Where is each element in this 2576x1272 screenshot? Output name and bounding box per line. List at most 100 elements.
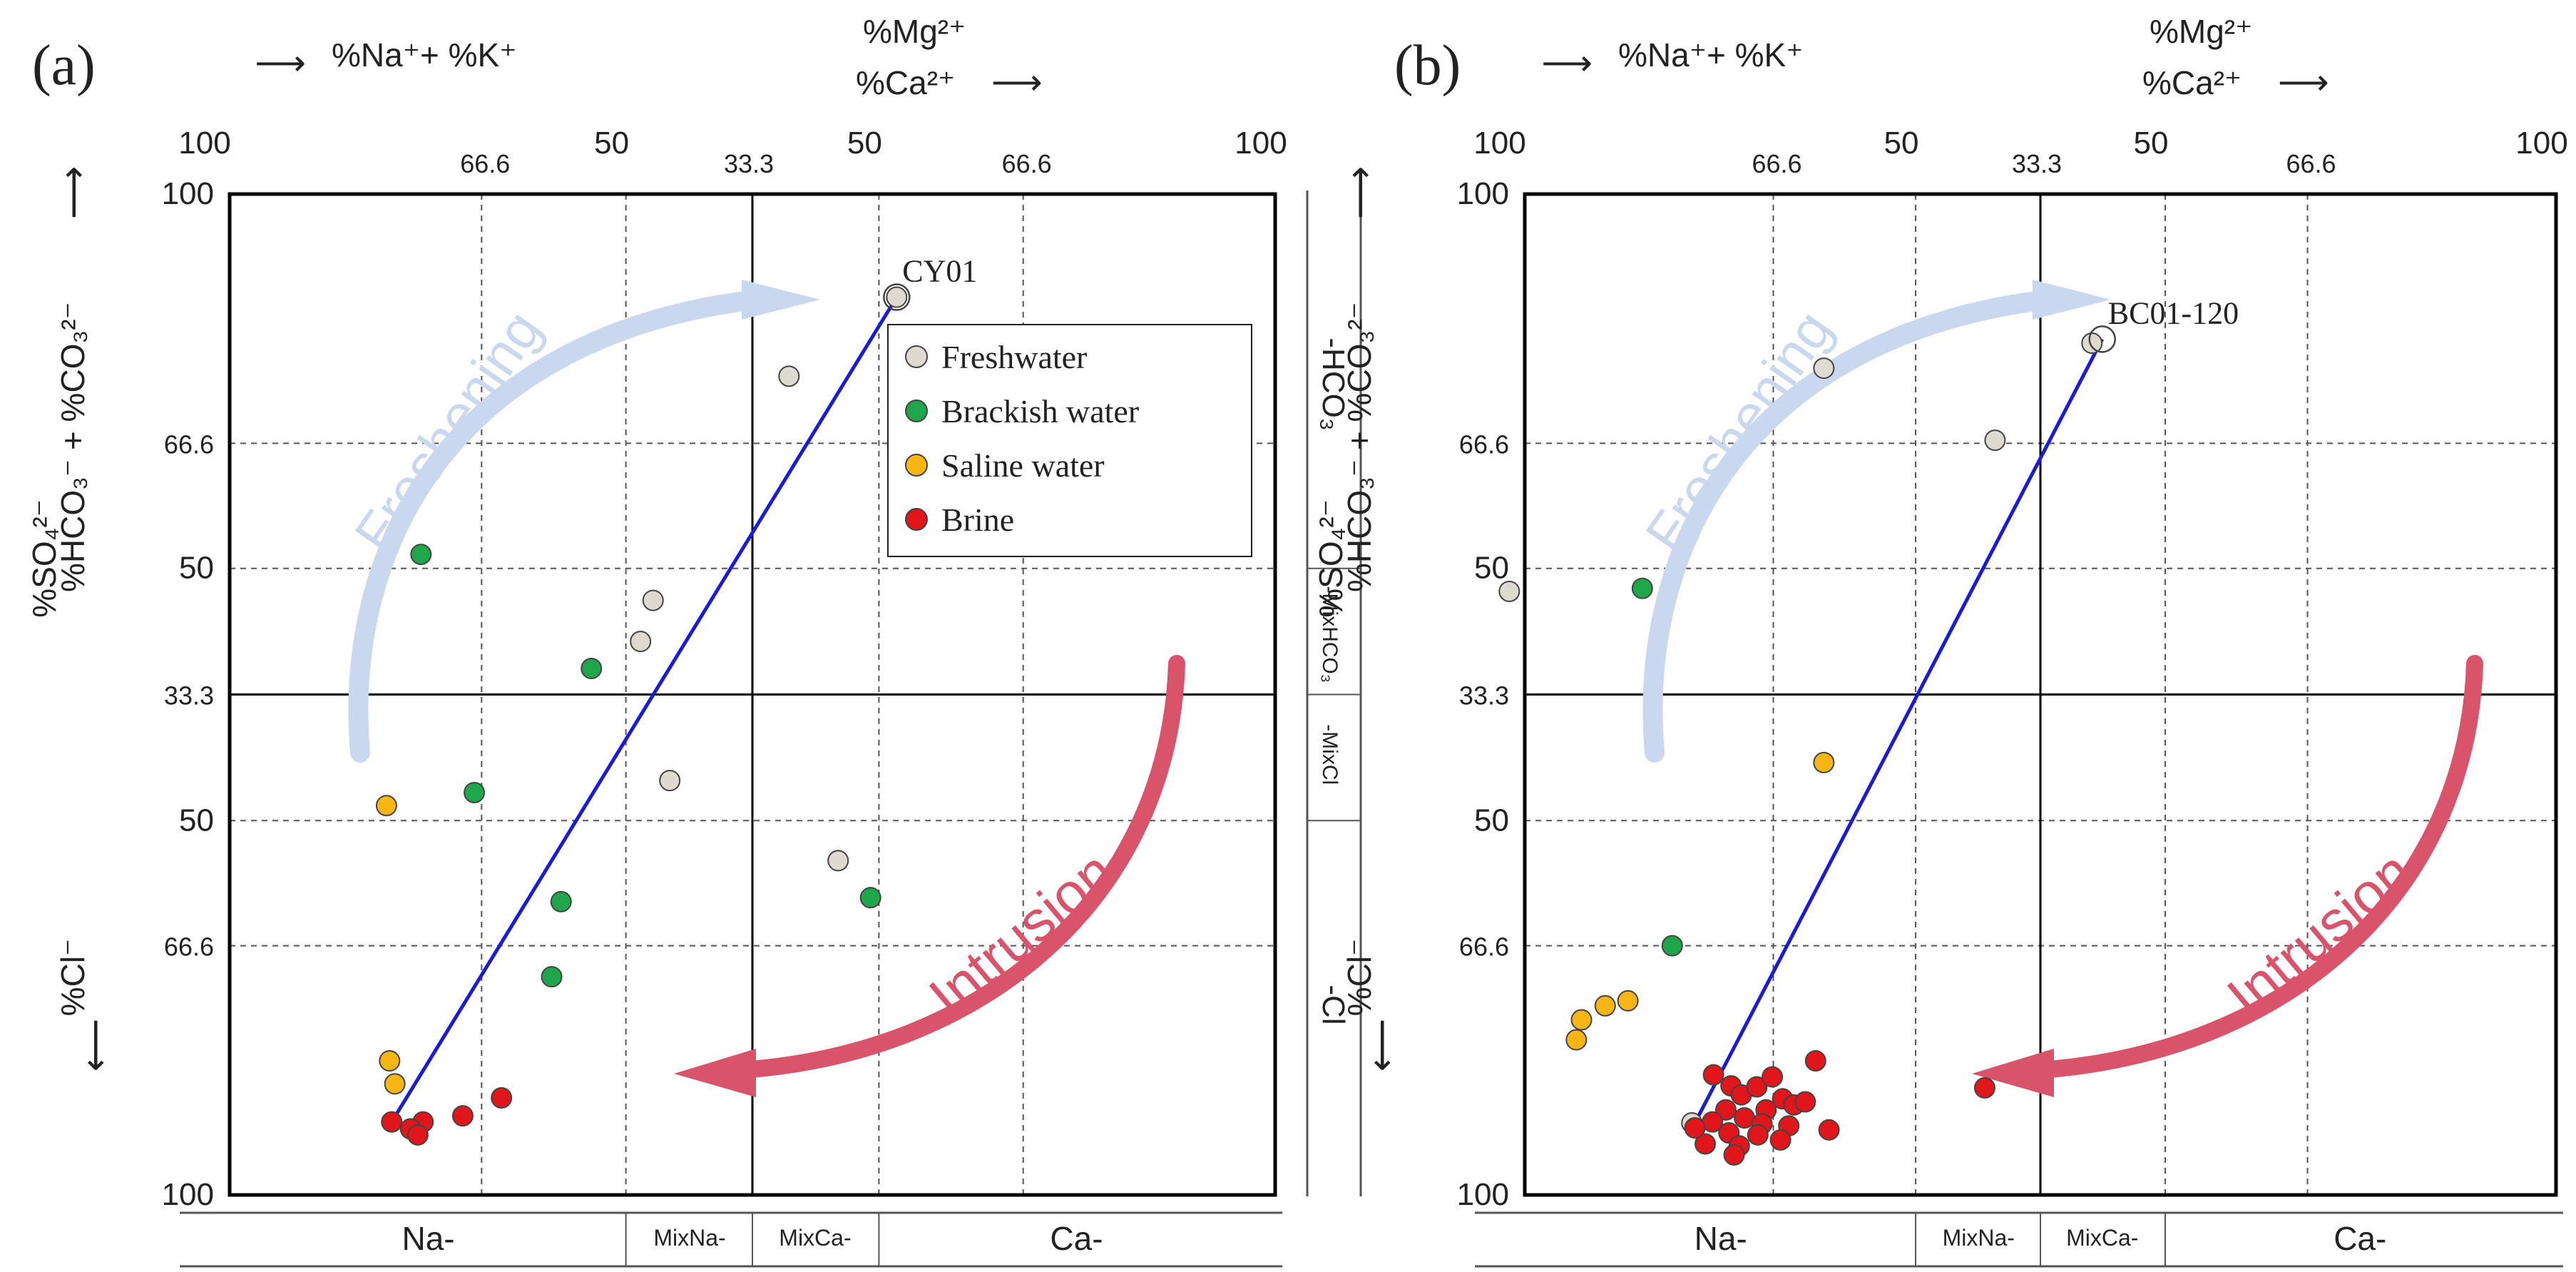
x-tick-label: 100	[178, 126, 230, 161]
x-tick-label: 66.6	[2286, 149, 2336, 178]
data-point-brackish-water	[550, 890, 572, 912]
data-point-brackish-water	[1631, 577, 1653, 599]
intrusion-arrow-shaft	[2031, 655, 2483, 1079]
x-tick-label: 50	[1884, 126, 1919, 161]
right-arrow: ⟶	[2278, 62, 2329, 102]
mg-label: %Mg²⁺	[863, 13, 966, 50]
data-point-freshwater	[630, 631, 652, 653]
x-tick-label: 50	[594, 126, 629, 161]
legend-label: Brine	[941, 502, 1014, 538]
data-point-brine	[1723, 1144, 1745, 1166]
x-tick-label: 50	[2133, 126, 2168, 161]
legend-marker	[905, 508, 928, 531]
data-point-freshwater	[642, 589, 664, 611]
data-point-freshwater	[778, 365, 800, 387]
ca-label: %Ca²⁺	[856, 64, 955, 101]
endmember-marker	[883, 283, 911, 311]
bottom-type-label: Na-	[402, 1220, 454, 1257]
down-arrow: ⟶	[1362, 1019, 1404, 1072]
data-point-brine	[1714, 1099, 1737, 1121]
data-point-brine	[1804, 1049, 1826, 1072]
y-tick-label: 50	[179, 551, 214, 586]
intrusion-arrow-head	[674, 1049, 756, 1097]
y-tick-label: 100	[162, 176, 214, 211]
ca-label: %Ca²⁺	[2142, 64, 2242, 101]
freshening-label: Freshening	[342, 299, 553, 563]
y-tick-label: 50	[179, 803, 214, 838]
data-point-brine	[1769, 1129, 1792, 1151]
data-point-brackish-water	[581, 658, 603, 680]
x-tick-label: 66.6	[1002, 149, 1052, 178]
data-point-brine	[1794, 1091, 1816, 1113]
data-point-freshwater	[1498, 580, 1520, 602]
data-point-brine	[407, 1124, 429, 1146]
bottom-type-label: Ca-	[1050, 1220, 1103, 1257]
right-type-label: -MixHCO₃	[1318, 586, 1341, 683]
legend-marker	[905, 345, 928, 368]
bottom-type-label: MixCa-	[779, 1225, 851, 1251]
data-point-saline-water	[375, 795, 397, 817]
data-point-saline-water	[1565, 1029, 1588, 1051]
bottom-type-label: Na-	[1695, 1220, 1747, 1257]
data-point-brackish-water	[541, 966, 563, 988]
na-k-label: %Na⁺+ %K⁺	[332, 36, 517, 73]
y-tick-label: 100	[162, 1177, 214, 1212]
intrusion-label: Intrusion	[917, 839, 1125, 1028]
x-tick-label: 33.3	[2012, 149, 2062, 178]
panel-a: 100 66.6 50 33.3 50 66.6 100 100 66.6 50 33.3 50 66.…	[26, 13, 1362, 1268]
panel-label: (b)	[1394, 34, 1461, 97]
cl-label: %Cl⁻	[54, 939, 91, 1017]
bottom-type-label: MixNa-	[1943, 1225, 2015, 1251]
right-type-label: -Cl	[1316, 984, 1351, 1024]
bottom-type-label: Ca-	[2334, 1220, 2386, 1257]
plot-frame	[1523, 192, 2558, 1197]
data-point-brine	[1695, 1133, 1717, 1155]
intrusion-arrow-head	[1972, 1049, 2054, 1097]
data-point-brine	[1747, 1124, 1769, 1146]
y-tick-label: 66.6	[164, 932, 214, 962]
freshening-label: Freshening	[1633, 299, 1844, 563]
x-tick-label: 100	[2515, 126, 2567, 161]
panel-label: (a)	[32, 34, 96, 97]
y-tick-label: 50	[1474, 803, 1509, 838]
data-point-brine	[1746, 1076, 1768, 1098]
legend-label: Freshwater	[941, 339, 1087, 375]
so4-label: %SO₄²⁻	[26, 499, 63, 618]
x-tick-label: 100	[1235, 126, 1287, 161]
legend-label: Brackish water	[941, 393, 1139, 429]
data-point-freshwater	[1984, 429, 2006, 452]
data-point-freshwater	[1813, 357, 1835, 380]
data-point-brine	[1973, 1077, 1995, 1099]
data-point-saline-water	[1813, 751, 1835, 773]
data-point-freshwater	[827, 850, 849, 872]
bottom-type-label: MixCa-	[2066, 1225, 2138, 1251]
x-tick-label: 100	[1473, 126, 1525, 161]
y-tick-label: 66.6	[1459, 429, 1509, 459]
data-point-brine	[451, 1105, 474, 1127]
y-tick-label: 100	[1457, 176, 1509, 211]
x-tick-label: 50	[847, 126, 882, 161]
intrusion-arrow-shaft	[733, 655, 1185, 1079]
legend-box	[887, 324, 1252, 557]
legend-marker	[905, 454, 928, 477]
data-point-freshwater	[659, 770, 681, 792]
data-point-brine	[1818, 1119, 1840, 1141]
bottom-type-label: MixNa-	[653, 1225, 725, 1251]
x-tick-label: 66.6	[1752, 149, 1801, 178]
up-arrow: ⟶	[53, 166, 94, 220]
trend-line	[390, 296, 899, 1123]
right-arrow: ⟶	[991, 62, 1043, 102]
data-point-brackish-water	[1661, 935, 1683, 957]
data-point-saline-water	[379, 1049, 401, 1072]
x-tick-label: 66.6	[460, 149, 510, 178]
data-point-saline-water	[1570, 1009, 1593, 1031]
plot-frame	[228, 192, 1277, 1197]
data-point-saline-water	[1594, 994, 1616, 1017]
left-arrow: ⟵	[255, 45, 306, 85]
intrusion-label: Intrusion	[2215, 839, 2423, 1028]
down-arrow: ⟶	[76, 1019, 117, 1072]
data-point-brackish-water	[410, 544, 432, 566]
so4-label: %SO₄²⁻	[1312, 499, 1349, 618]
legend-label: Saline water	[941, 447, 1105, 484]
